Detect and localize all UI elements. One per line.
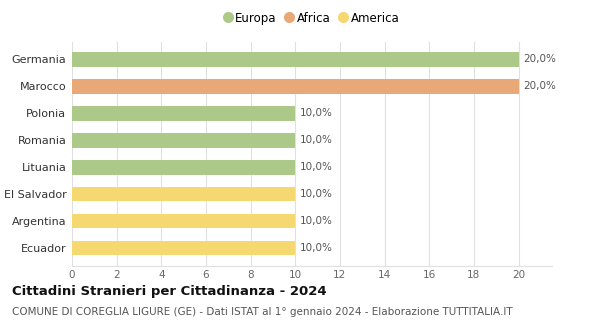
Bar [72, 106, 295, 121]
Text: 10,0%: 10,0% [300, 108, 332, 118]
Text: 20,0%: 20,0% [523, 81, 556, 91]
Text: Cittadini Stranieri per Cittadinanza - 2024: Cittadini Stranieri per Cittadinanza - 2… [12, 285, 326, 298]
Bar [72, 241, 295, 255]
Text: 10,0%: 10,0% [300, 162, 332, 172]
Text: COMUNE DI COREGLIA LIGURE (GE) - Dati ISTAT al 1° gennaio 2024 - Elaborazione TU: COMUNE DI COREGLIA LIGURE (GE) - Dati IS… [12, 307, 512, 317]
Text: 10,0%: 10,0% [300, 216, 332, 226]
Text: 10,0%: 10,0% [300, 189, 332, 199]
Text: 10,0%: 10,0% [300, 135, 332, 145]
Bar [72, 187, 295, 202]
Bar [72, 79, 518, 93]
Bar [72, 160, 295, 174]
Legend: Europa, Africa, America: Europa, Africa, America [220, 7, 404, 30]
Bar [72, 133, 295, 148]
Text: 20,0%: 20,0% [523, 54, 556, 64]
Bar [72, 214, 295, 228]
Bar [72, 52, 518, 67]
Text: 10,0%: 10,0% [300, 243, 332, 253]
